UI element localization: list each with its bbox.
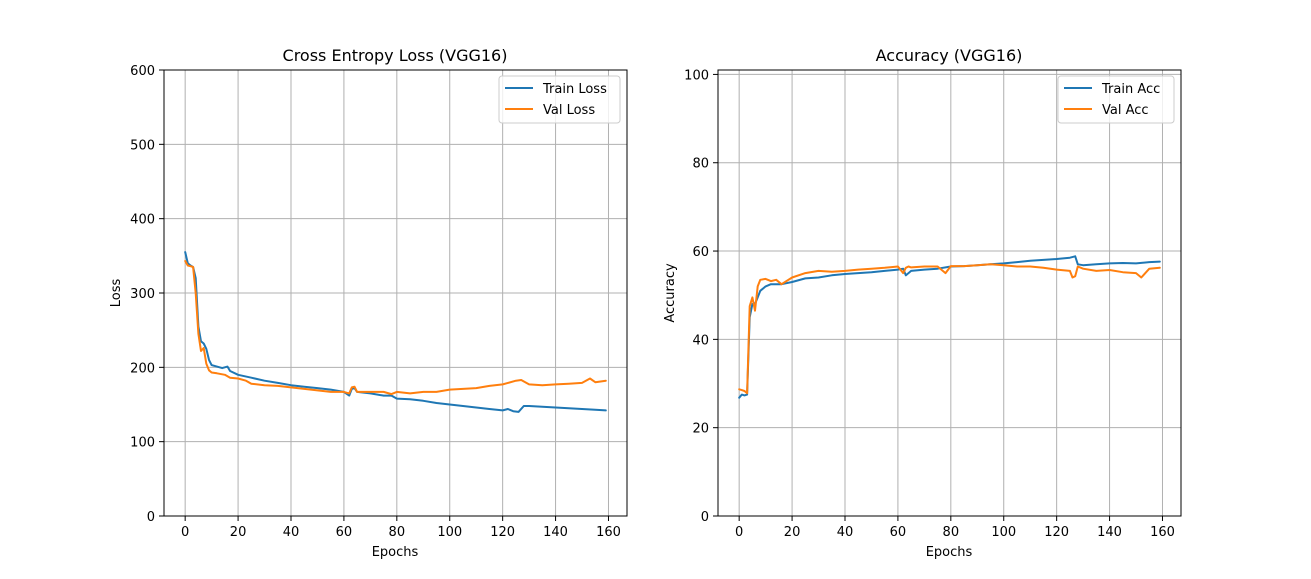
loss-x-tick-label: 0 <box>181 525 189 540</box>
accuracy-x-tick-label: 60 <box>890 525 907 540</box>
accuracy-y-tick-label: 0 <box>701 510 709 525</box>
accuracy-series <box>738 255 1161 399</box>
accuracy-y-tick-label: 40 <box>692 333 709 348</box>
accuracy-x-tick-label: 20 <box>784 525 801 540</box>
accuracy-ticks: 0 20 40 60 80 100 120 140 160 0 20 40 60 80 100 <box>684 68 1175 540</box>
loss-legend: Train Loss Val Loss <box>498 75 621 124</box>
accuracy-y-tick-label: 100 <box>684 68 709 83</box>
loss-x-tick-label: 80 <box>389 525 406 540</box>
loss-line-val-loss <box>184 260 607 396</box>
loss-y-tick-label: 0 <box>147 510 155 525</box>
accuracy-line-val-acc <box>738 263 1161 395</box>
loss-legend-label-val: Val Loss <box>543 103 595 118</box>
loss-y-axis-label: Loss <box>109 279 124 308</box>
accuracy-y-axis-label: Accuracy <box>663 263 678 323</box>
loss-legend-label-train: Train Loss <box>542 82 607 97</box>
accuracy-x-tick-label: 120 <box>1044 525 1069 540</box>
loss-chart-title: Cross Entropy Loss (VGG16) <box>283 46 508 65</box>
accuracy-chart-title: Accuracy (VGG16) <box>876 46 1023 65</box>
loss-ticks: 0 20 40 60 80 100 120 140 160 0 100 200 300 400 500 600 <box>130 64 621 540</box>
loss-x-tick-label: 20 <box>230 525 247 540</box>
loss-x-axis-label: Epochs <box>372 545 419 560</box>
accuracy-gridlines <box>718 70 1181 517</box>
accuracy-x-tick-label: 100 <box>991 525 1016 540</box>
loss-x-tick-label: 60 <box>336 525 353 540</box>
loss-y-tick-label: 600 <box>130 64 155 79</box>
accuracy-y-tick-label: 20 <box>692 422 709 437</box>
accuracy-chart: Accuracy (VGG16) 0 20 40 60 80 100 120 140 160 0 2… <box>663 46 1182 560</box>
accuracy-x-axis-label: Epochs <box>926 545 973 560</box>
accuracy-x-tick-label: 160 <box>1150 525 1175 540</box>
accuracy-legend-label-train: Train Acc <box>1101 82 1160 97</box>
loss-y-tick-label: 300 <box>130 287 155 302</box>
loss-x-tick-label: 100 <box>437 525 462 540</box>
accuracy-legend: Train Acc Val Acc <box>1057 75 1175 124</box>
loss-x-tick-label: 160 <box>596 525 621 540</box>
loss-x-tick-label: 140 <box>543 525 568 540</box>
loss-x-tick-label: 120 <box>490 525 515 540</box>
loss-y-tick-label: 400 <box>130 213 155 228</box>
accuracy-x-tick-label: 0 <box>735 525 743 540</box>
accuracy-plot-frame <box>717 69 1182 517</box>
accuracy-x-tick-label: 80 <box>943 525 960 540</box>
accuracy-y-tick-label: 60 <box>692 245 709 260</box>
accuracy-x-tick-label: 40 <box>837 525 854 540</box>
accuracy-line-train-acc <box>738 255 1161 399</box>
loss-series <box>184 251 607 413</box>
loss-y-tick-label: 100 <box>130 436 155 451</box>
loss-y-tick-label: 500 <box>130 138 155 153</box>
loss-x-tick-label: 40 <box>283 525 300 540</box>
loss-chart: Cross Entropy Loss (VGG16) 0 20 40 60 80 100 1… <box>109 46 628 560</box>
accuracy-x-tick-label: 140 <box>1097 525 1122 540</box>
accuracy-legend-label-val: Val Acc <box>1102 103 1149 118</box>
accuracy-y-tick-label: 80 <box>692 157 709 172</box>
loss-y-tick-label: 200 <box>130 361 155 376</box>
